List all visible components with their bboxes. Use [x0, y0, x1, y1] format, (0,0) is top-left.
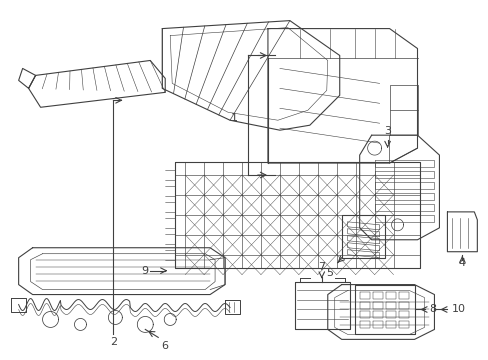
Text: 7: 7 [318, 262, 325, 272]
Text: 4: 4 [458, 258, 465, 268]
Text: 5: 5 [325, 268, 333, 278]
Text: 6: 6 [162, 341, 168, 351]
Text: 9: 9 [141, 266, 148, 276]
Text: 3: 3 [383, 126, 390, 136]
Text: 1: 1 [230, 113, 238, 123]
Text: 8: 8 [428, 305, 436, 315]
Text: 10: 10 [450, 305, 465, 315]
Text: 2: 2 [110, 337, 117, 347]
